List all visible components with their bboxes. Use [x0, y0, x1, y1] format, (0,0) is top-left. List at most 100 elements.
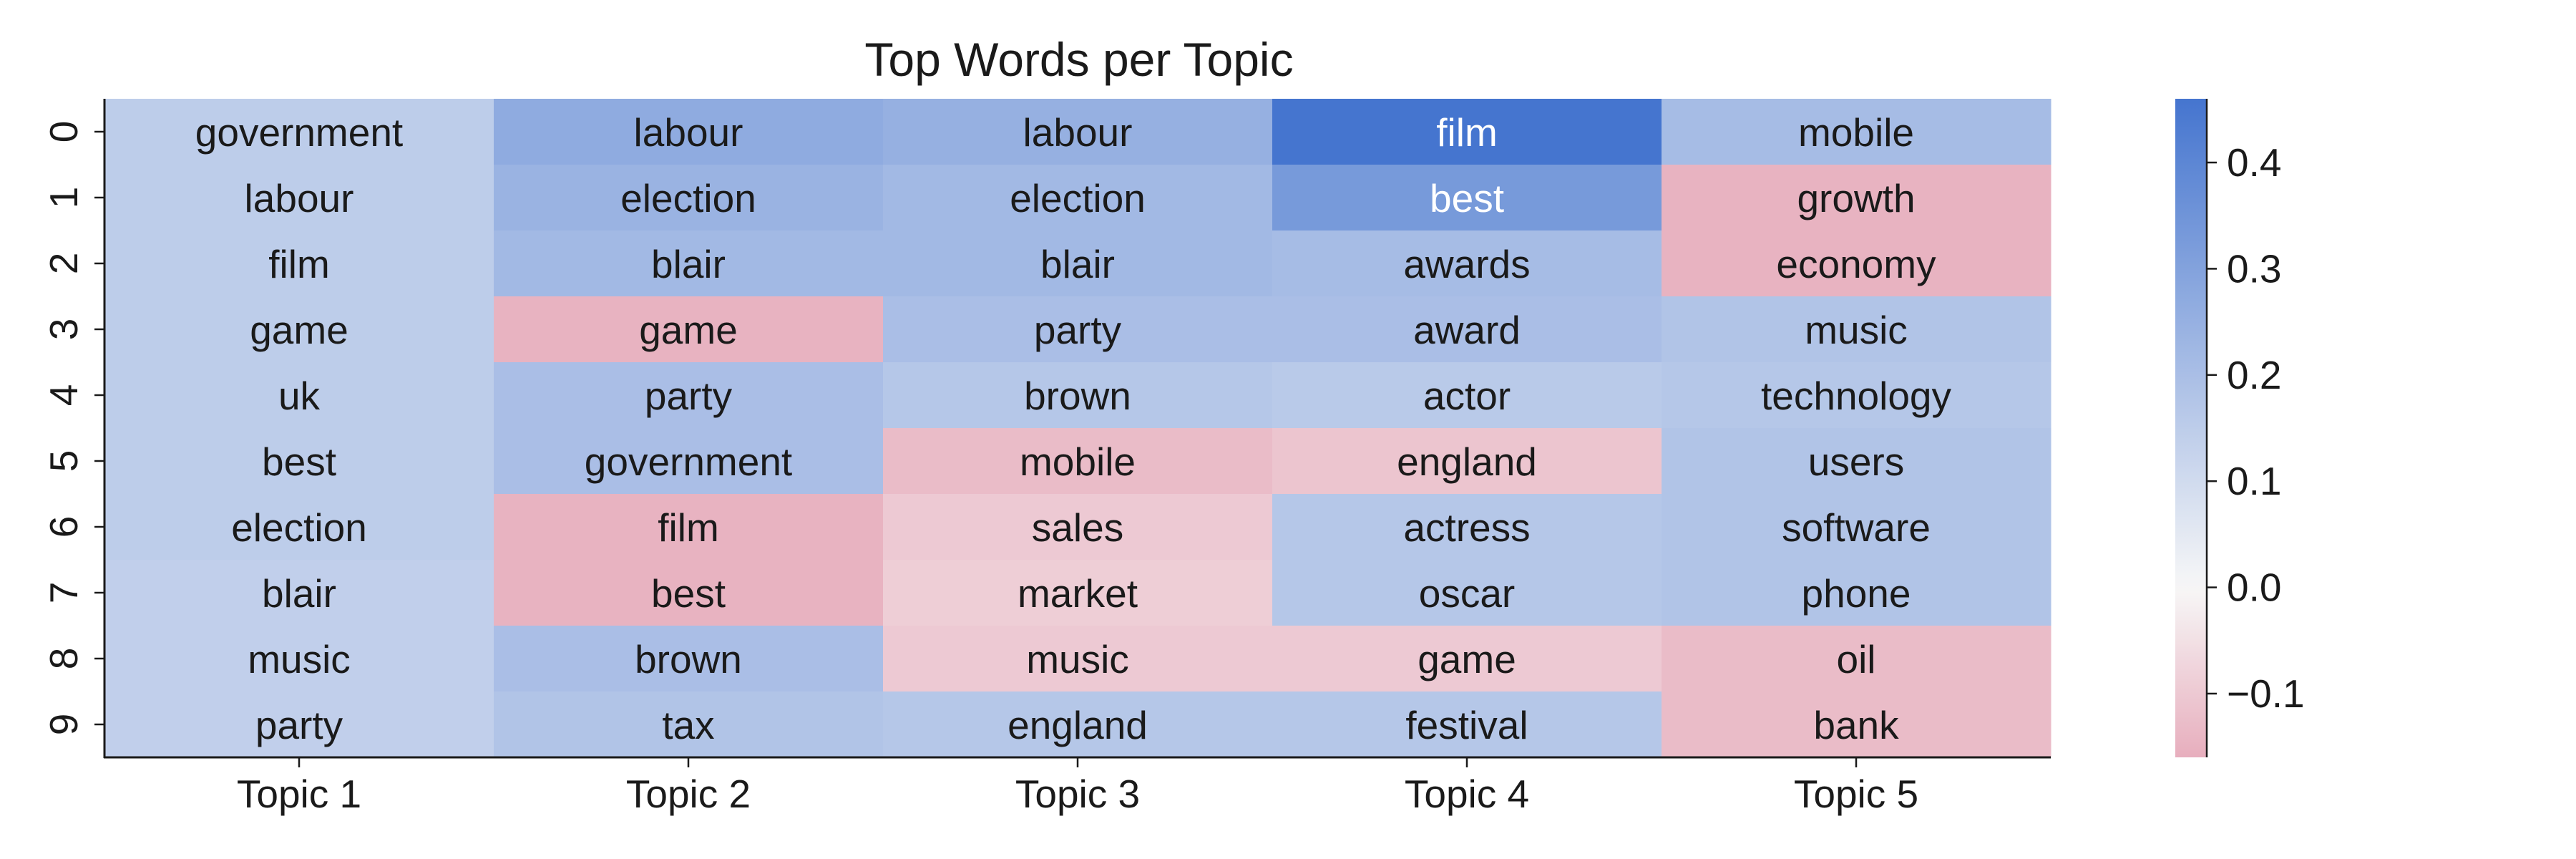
cell-word-label: election — [231, 505, 367, 550]
cell-word-label: sales — [1032, 505, 1123, 550]
heatmap-cell — [1662, 296, 2051, 363]
heatmap-cell — [1662, 691, 2051, 758]
heatmap-cell — [1662, 362, 2051, 429]
heatmap-cell — [494, 99, 884, 165]
heatmap-cell — [104, 230, 494, 297]
row-tick-label: 9 — [42, 714, 86, 736]
cell-word-label: blair — [262, 571, 336, 616]
heatmap-cell — [883, 99, 1273, 165]
cell-word-label: labour — [245, 176, 354, 220]
heatmap-cell — [104, 560, 494, 626]
heatmap-cell — [494, 626, 884, 692]
colorbar-tick-label: 0.0 — [2227, 566, 2281, 610]
heatmap-cell — [883, 691, 1273, 758]
column-tick-label: Topic 4 — [1405, 772, 1529, 816]
cell-word-label: users — [1808, 440, 1905, 484]
heatmap-cell — [104, 362, 494, 429]
cell-word-label: technology — [1761, 374, 1952, 418]
heatmap-cell — [1272, 626, 1662, 692]
row-tick-label: 1 — [42, 187, 86, 209]
cell-word-label: uk — [278, 374, 321, 418]
heatmap-cell — [1272, 362, 1662, 429]
heatmap-cell — [1662, 494, 2051, 560]
colorbar-gradient — [2175, 99, 2207, 757]
row-tick-label: 2 — [42, 253, 86, 275]
cell-word-label: awards — [1403, 242, 1530, 286]
row-tick-label: 3 — [42, 319, 86, 341]
cell-word-label: music — [1805, 308, 1908, 352]
heatmap-cell — [494, 362, 884, 429]
heatmap-cell — [883, 626, 1273, 692]
heatmap-cell — [1662, 626, 2051, 692]
heatmap-cell — [104, 99, 494, 165]
colorbar-tick-label: −0.1 — [2227, 671, 2305, 716]
cell-word-label: mobile — [1020, 440, 1136, 484]
heatmap-cell — [104, 691, 494, 758]
heatmap-cell — [494, 428, 884, 495]
heatmap-cell — [883, 165, 1273, 231]
row-tick-label: 6 — [42, 516, 86, 538]
cell-word-label: party — [1034, 308, 1122, 352]
cell-word-label: film — [268, 242, 330, 286]
colorbar-tick-label: 0.3 — [2227, 246, 2281, 291]
cell-word-label: blair — [1040, 242, 1115, 286]
heatmap-cell — [1272, 428, 1662, 495]
cell-word-label: actress — [1403, 505, 1530, 550]
cell-word-label: government — [585, 440, 792, 484]
column-tick-labels: Topic 1 Topic 2 Topic 3 Topic 4 Topic 5 — [237, 757, 1918, 816]
cell-word-label: best — [1430, 176, 1504, 220]
cell-word-label: election — [620, 176, 756, 220]
cell-word-label: bank — [1813, 703, 1899, 747]
cell-word-label: award — [1413, 308, 1521, 352]
cell-word-label: game — [1418, 637, 1516, 681]
heatmap-cell — [1272, 560, 1662, 626]
cell-word-label: labour — [634, 110, 743, 155]
cell-word-label: market — [1018, 571, 1138, 616]
heatmap-cell — [883, 230, 1273, 297]
heatmap-cell — [1272, 99, 1662, 165]
colorbar: 0.4 0.3 0.2 0.1 0.0 −0.1 — [2175, 99, 2305, 757]
cell-word-label: party — [645, 374, 733, 418]
cell-word-label: government — [195, 110, 403, 155]
cell-word-label: party — [255, 703, 343, 747]
row-tick-label: 8 — [42, 648, 86, 670]
cell-word-label: economy — [1776, 242, 1936, 286]
heatmap-cell — [494, 296, 884, 363]
heatmap-cell — [494, 494, 884, 560]
cell-word-label: england — [1397, 440, 1537, 484]
heatmap-cell — [104, 494, 494, 560]
heatmap-cell-labels: government labour labour film mobile labour el… — [195, 110, 1952, 747]
heatmap-cell — [883, 428, 1273, 495]
cell-word-label: blair — [651, 242, 726, 286]
heatmap-cell — [1662, 428, 2051, 495]
column-tick-label: Topic 2 — [626, 772, 751, 816]
heatmap-cell — [494, 691, 884, 758]
heatmap-cell — [883, 560, 1273, 626]
column-tick-label: Topic 1 — [237, 772, 361, 816]
row-tick-label: 7 — [42, 582, 86, 604]
heatmap-cell — [883, 296, 1273, 363]
heatmap-cell — [1272, 165, 1662, 231]
colorbar-tick-label: 0.2 — [2227, 353, 2281, 397]
chart-title: Top Words per Topic — [864, 33, 1293, 86]
heatmap-cell — [494, 165, 884, 231]
cell-word-label: software — [1782, 505, 1931, 550]
cell-word-label: election — [1010, 176, 1146, 220]
cell-word-label: best — [651, 571, 726, 616]
heatmap-cell — [104, 296, 494, 363]
colorbar-tick-label: 0.4 — [2227, 140, 2281, 185]
column-tick-label: Topic 3 — [1015, 772, 1140, 816]
cell-word-label: film — [1436, 110, 1498, 155]
heatmap-cell — [1662, 230, 2051, 297]
heatmap-cells — [104, 99, 2051, 758]
row-tick-label: 0 — [42, 121, 86, 143]
cell-word-label: growth — [1797, 176, 1915, 220]
colorbar-tick-label: 0.1 — [2227, 459, 2281, 503]
cell-word-label: tax — [662, 703, 714, 747]
heatmap-cell — [494, 560, 884, 626]
cell-word-label: oil — [1836, 637, 1875, 681]
heatmap-cell — [1272, 230, 1662, 297]
heatmap-cell — [1272, 494, 1662, 560]
column-tick-label: Topic 5 — [1794, 772, 1918, 816]
